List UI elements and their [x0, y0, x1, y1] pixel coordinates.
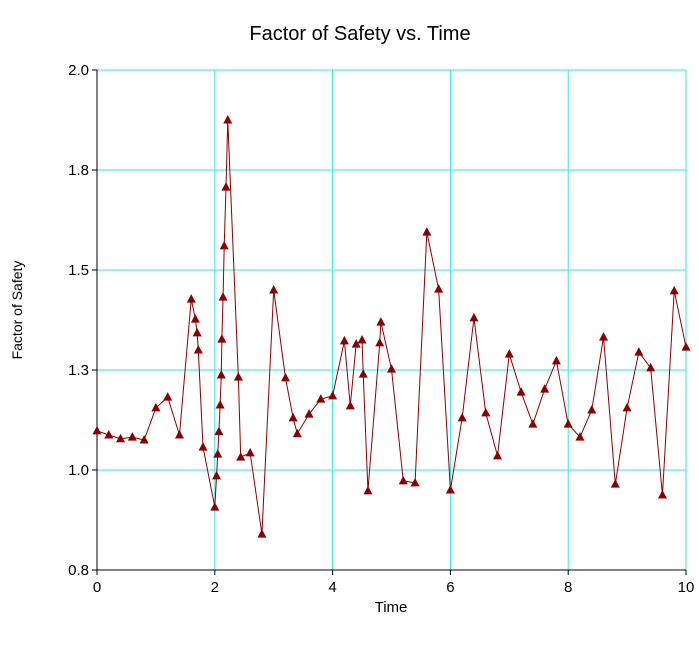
- data-marker: [223, 115, 233, 124]
- data-marker: [528, 419, 538, 428]
- data-marker: [215, 400, 225, 409]
- data-marker: [193, 345, 203, 354]
- data-marker: [104, 430, 114, 439]
- y-tick-label: 1.3: [68, 362, 89, 379]
- data-marker: [192, 327, 202, 337]
- data-marker: [288, 412, 298, 422]
- x-tick-label: 6: [446, 579, 454, 596]
- data-marker: [151, 402, 161, 412]
- data-marker: [213, 449, 223, 458]
- data-marker: [398, 475, 408, 485]
- data-marker: [257, 529, 267, 538]
- data-marker: [646, 362, 656, 372]
- x-tick-label: 0: [93, 579, 101, 596]
- data-marker: [92, 425, 102, 435]
- data-marker: [116, 433, 126, 443]
- data-marker: [210, 502, 220, 511]
- data-marker: [375, 337, 385, 347]
- data-marker: [280, 372, 290, 382]
- data-marker: [328, 390, 338, 400]
- data-marker: [669, 285, 679, 295]
- data-marker: [657, 490, 667, 499]
- y-tick-label: 1.0: [68, 462, 89, 479]
- data-marker: [563, 419, 573, 428]
- data-marker: [587, 405, 597, 414]
- data-marker: [410, 477, 420, 487]
- data-marker: [186, 294, 196, 303]
- data-marker: [457, 412, 467, 422]
- data-marker: [339, 335, 349, 345]
- x-axis-label: Time: [375, 599, 408, 616]
- data-marker: [316, 394, 326, 403]
- data-marker: [387, 364, 396, 373]
- data-marker: [622, 402, 632, 412]
- data-marker: [516, 387, 526, 396]
- data-marker: [363, 485, 373, 495]
- data-marker: [610, 479, 620, 488]
- data-marker: [139, 435, 149, 444]
- data-marker: [422, 227, 432, 236]
- data-marker: [218, 292, 228, 301]
- x-tick-label: 8: [564, 579, 572, 596]
- chart-title: Factor of Safety vs. Time: [249, 23, 470, 45]
- data-marker: [216, 370, 226, 379]
- data-marker: [214, 426, 224, 436]
- data-marker: [481, 407, 491, 417]
- data-marker: [493, 450, 503, 460]
- y-axis-label: Factor of Safety: [9, 261, 25, 360]
- x-tick-label: 10: [678, 579, 695, 596]
- data-marker: [469, 312, 479, 322]
- data-marker: [551, 355, 561, 365]
- data-marker: [217, 334, 227, 343]
- data-marker: [434, 284, 444, 293]
- data-marker: [540, 384, 550, 393]
- data-marker: [634, 347, 644, 356]
- data-marker: [351, 339, 361, 348]
- data-marker: [127, 432, 137, 441]
- data-marker: [245, 447, 255, 457]
- data-marker: [304, 409, 314, 418]
- y-tick-label: 1.5: [68, 262, 89, 279]
- data-marker: [174, 430, 184, 439]
- data-marker: [345, 400, 355, 410]
- data-marker: [233, 372, 243, 381]
- y-tick-label: 0.8: [68, 562, 89, 579]
- x-tick-label: 4: [328, 579, 336, 596]
- data-marker: [163, 392, 173, 401]
- data-marker: [221, 182, 231, 191]
- data-marker: [219, 240, 229, 250]
- data-marker: [599, 332, 609, 341]
- data-marker: [190, 314, 200, 323]
- y-tick-label: 1.8: [68, 162, 89, 179]
- data-marker: [681, 342, 691, 351]
- data-marker: [358, 369, 368, 378]
- data-marker: [504, 349, 514, 358]
- data-marker: [445, 485, 455, 494]
- data-marker: [357, 335, 367, 344]
- x-tick-label: 2: [211, 579, 219, 596]
- data-line: [96, 119, 687, 535]
- data-marker: [292, 428, 302, 438]
- y-tick-label: 2.0: [68, 62, 89, 79]
- data-marker: [376, 317, 386, 326]
- data-marker: [212, 470, 222, 480]
- data-marker: [269, 285, 279, 294]
- data-marker: [198, 442, 208, 451]
- data-marker: [575, 432, 585, 441]
- data-marker: [236, 452, 246, 461]
